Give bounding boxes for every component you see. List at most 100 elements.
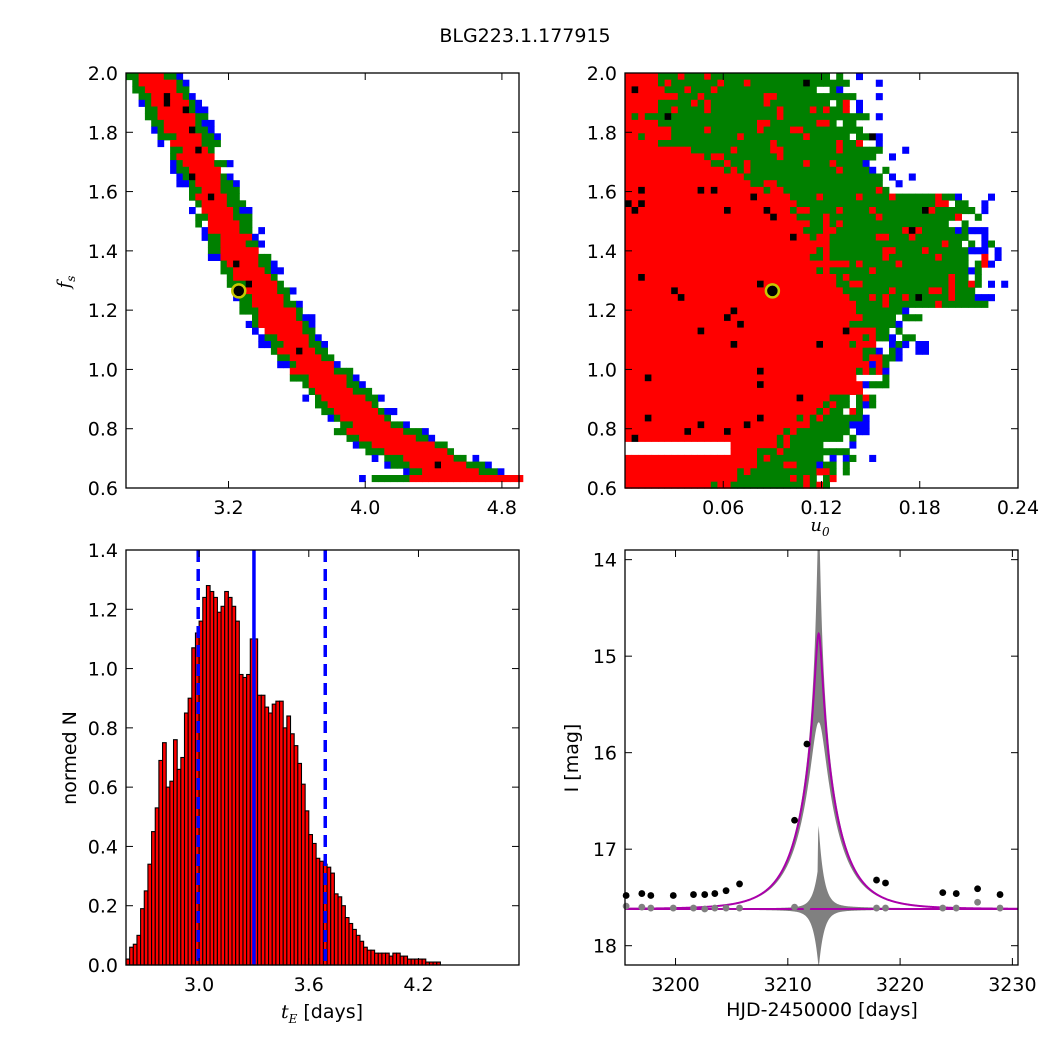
posterior-cell bbox=[809, 327, 817, 335]
posterior-cell bbox=[664, 434, 672, 442]
posterior-cell bbox=[816, 381, 824, 389]
posterior-cell bbox=[691, 475, 698, 483]
posterior-cell bbox=[638, 133, 646, 141]
posterior-cell bbox=[875, 193, 883, 201]
posterior-cell bbox=[625, 367, 632, 375]
posterior-cell bbox=[258, 253, 265, 261]
posterior-cell bbox=[327, 361, 335, 369]
posterior-cell bbox=[710, 461, 718, 469]
posterior-cell bbox=[327, 374, 335, 382]
posterior-cell bbox=[684, 421, 692, 429]
posterior-cell bbox=[704, 186, 712, 194]
posterior-cell bbox=[651, 267, 659, 275]
posterior-cell bbox=[390, 408, 398, 416]
posterior-cell bbox=[704, 361, 712, 369]
posterior-cell bbox=[790, 193, 797, 201]
posterior-cell bbox=[704, 119, 712, 127]
posterior-cell bbox=[182, 133, 190, 141]
posterior-cell bbox=[671, 126, 679, 134]
fs-te-ytick-label: 1.4 bbox=[88, 241, 118, 263]
posterior-cell bbox=[763, 347, 771, 355]
posterior-cell bbox=[968, 287, 976, 295]
posterior-cell bbox=[664, 140, 672, 148]
posterior-cell bbox=[783, 294, 791, 302]
posterior-cell bbox=[671, 361, 679, 369]
posterior-cell bbox=[737, 481, 745, 489]
posterior-cell bbox=[710, 387, 718, 395]
posterior-cell bbox=[163, 86, 171, 94]
posterior-cell bbox=[849, 166, 857, 174]
posterior-cell bbox=[836, 213, 844, 221]
posterior-cell bbox=[651, 213, 659, 221]
posterior-cell bbox=[750, 320, 758, 328]
posterior-cell bbox=[823, 481, 830, 489]
posterior-cell bbox=[796, 160, 804, 168]
posterior-cell bbox=[691, 314, 698, 322]
posterior-cell bbox=[981, 260, 989, 268]
posterior-cell bbox=[658, 247, 665, 255]
posterior-cell bbox=[684, 294, 692, 302]
posterior-cell bbox=[796, 173, 804, 181]
posterior-cell bbox=[422, 461, 429, 469]
posterior-cell bbox=[737, 260, 745, 268]
posterior-cell bbox=[803, 461, 811, 469]
posterior-cell bbox=[644, 401, 652, 409]
posterior-cell bbox=[750, 133, 758, 141]
posterior-cell bbox=[849, 146, 857, 154]
posterior-cell bbox=[625, 300, 632, 308]
posterior-cell bbox=[170, 160, 177, 168]
posterior-cell bbox=[869, 334, 877, 342]
posterior-cell bbox=[157, 79, 165, 87]
posterior-cell bbox=[849, 300, 857, 308]
posterior-cell bbox=[743, 166, 751, 174]
posterior-cell bbox=[869, 307, 877, 315]
posterior-cell bbox=[658, 180, 665, 188]
posterior-cell bbox=[359, 394, 366, 402]
fs-u0-ytick-label: 0.8 bbox=[587, 419, 617, 441]
posterior-cell bbox=[796, 253, 804, 261]
posterior-cell bbox=[691, 367, 698, 375]
te-histogram-lines bbox=[196, 550, 327, 965]
posterior-cell bbox=[935, 300, 943, 308]
posterior-cell bbox=[849, 320, 857, 328]
posterior-cell bbox=[677, 367, 685, 375]
posterior-cell bbox=[757, 327, 764, 335]
posterior-cell bbox=[724, 220, 731, 228]
posterior-cell bbox=[981, 227, 989, 235]
posterior-cell bbox=[842, 374, 850, 382]
posterior-cell bbox=[842, 294, 850, 302]
posterior-cell bbox=[829, 140, 837, 148]
posterior-cell bbox=[371, 434, 379, 442]
posterior-cell bbox=[770, 267, 778, 275]
posterior-cell bbox=[790, 133, 797, 141]
posterior-cell bbox=[163, 133, 171, 141]
te-histogram-ticks: 3.0 3.6 4.20.00.20.40.60.81.01.21.4 bbox=[88, 540, 519, 996]
posterior-cell bbox=[704, 240, 712, 248]
posterior-cell bbox=[691, 294, 698, 302]
posterior-cell bbox=[757, 408, 764, 416]
posterior-cell bbox=[743, 140, 751, 148]
posterior-cell bbox=[862, 354, 870, 362]
posterior-cell bbox=[315, 401, 322, 409]
posterior-cell bbox=[724, 468, 731, 476]
posterior-cell bbox=[796, 193, 804, 201]
posterior-cell bbox=[750, 119, 758, 127]
posterior-cell bbox=[264, 287, 272, 295]
posterior-cell bbox=[836, 99, 844, 107]
posterior-cell bbox=[809, 253, 817, 261]
posterior-cell bbox=[730, 448, 738, 456]
posterior-cell bbox=[770, 314, 778, 322]
posterior-cell bbox=[875, 213, 883, 221]
posterior-cell bbox=[684, 173, 692, 181]
posterior-cell bbox=[651, 294, 659, 302]
posterior-cell bbox=[724, 475, 731, 483]
posterior-cell bbox=[658, 186, 665, 194]
posterior-cell bbox=[226, 207, 234, 215]
posterior-cell bbox=[352, 387, 360, 395]
posterior-cell bbox=[710, 274, 718, 282]
posterior-cell bbox=[902, 314, 910, 322]
posterior-cell bbox=[176, 133, 184, 141]
posterior-cell bbox=[862, 421, 870, 429]
posterior-cell bbox=[233, 213, 240, 221]
posterior-cell bbox=[625, 220, 632, 228]
